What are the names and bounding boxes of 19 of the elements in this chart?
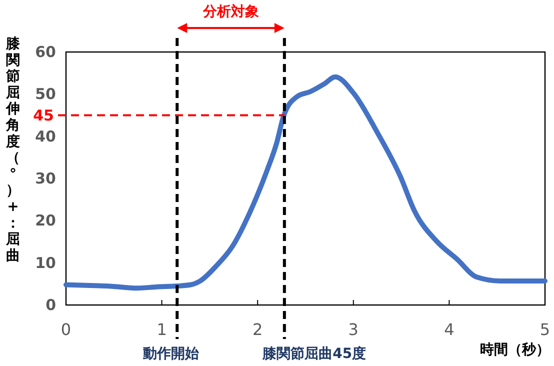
y-tick-label: 60 — [35, 43, 56, 61]
x-tick-label: 3 — [348, 320, 358, 339]
x-tick-label: 4 — [444, 320, 454, 339]
text: 分析対象 — [202, 3, 259, 20]
y-tick-label: 0 — [46, 296, 56, 314]
ref-line-label: 膝関節屈曲45度 — [262, 345, 366, 362]
text: 膝関節屈伸角度（°）+：屈曲 — [6, 36, 20, 264]
y-tick-label: 20 — [35, 212, 56, 230]
y-tick-label: 10 — [35, 254, 56, 272]
y-tick-label: 30 — [35, 170, 56, 188]
x-tick-label: 5 — [540, 320, 550, 339]
ref-line-label: 45 — [33, 106, 54, 124]
x-tick-label: 2 — [252, 320, 263, 339]
y-tick-label: 50 — [35, 85, 56, 104]
y-tick-label: 40 — [35, 127, 56, 146]
x-tick-label: 1 — [156, 320, 167, 339]
x-tick-label: 0 — [60, 320, 72, 339]
x-axis-title: 時間（秒） — [480, 342, 550, 358]
ref-line-label: 動作開始 — [142, 346, 200, 362]
